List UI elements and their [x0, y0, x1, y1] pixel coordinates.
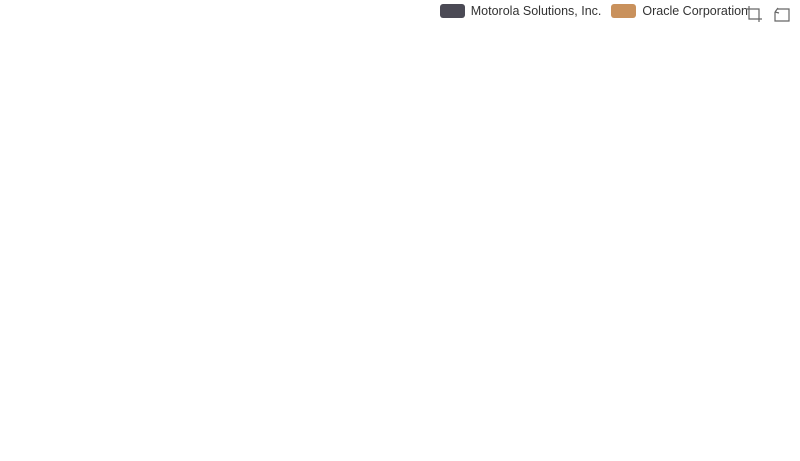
- slider-handle-left[interactable]: [99, 411, 107, 433]
- chart-legend: Motorola Solutions, Inc. Oracle Corporat…: [439, 4, 748, 18]
- legend-item-oracle[interactable]: Oracle Corporation: [611, 4, 748, 18]
- zoom-icon[interactable]: [745, 5, 763, 23]
- slider-handle-right[interactable]: [778, 411, 786, 433]
- bar-motorola-2015[interactable]: [162, 275, 184, 318]
- bar-oracle-2021[interactable]: [558, 205, 580, 318]
- data-zoom-slider[interactable]: |||: [99, 401, 786, 438]
- y-tick-label: 12B: [71, 139, 92, 153]
- legend-label-motorola: Motorola Solutions, Inc.: [470, 4, 602, 18]
- bar-oracle-2017[interactable]: [311, 211, 333, 318]
- y-tick-label: 9B: [77, 182, 92, 196]
- watermark-logo: [346, 179, 438, 271]
- bar-motorola-2018[interactable]: [348, 262, 370, 318]
- restore-icon[interactable]: [773, 5, 791, 23]
- legend-swatch-oracle: [611, 4, 637, 18]
- bar-motorola-2020[interactable]: [471, 263, 493, 318]
- y-tick-label: 3B: [77, 268, 92, 282]
- y-axis-title: Cost of Revenue: [39, 145, 53, 235]
- bar-oracle-2016[interactable]: [249, 211, 271, 318]
- bar-motorola-2016[interactable]: [224, 272, 246, 318]
- bar-oracle-2020[interactable]: [496, 204, 518, 318]
- legend-item-motorola[interactable]: Motorola Solutions, Inc.: [439, 4, 602, 18]
- bar-oracle-2015[interactable]: [187, 210, 209, 318]
- y-tick-label: 15B: [71, 96, 92, 110]
- x-tick-label: 2019: [420, 322, 447, 336]
- bar-motorola-2022[interactable]: [595, 248, 617, 318]
- y-tick-label: 6B: [77, 225, 92, 239]
- bar-oracle-2023[interactable]: [682, 123, 704, 319]
- slider-grip-icon[interactable]: |||: [440, 403, 445, 409]
- bar-motorola-2019[interactable]: [410, 261, 432, 318]
- x-tick-label: 2021: [543, 322, 570, 336]
- legend-swatch-motorola: [439, 4, 465, 18]
- legend-label-oracle: Oracle Corporation: [642, 4, 748, 18]
- bar-motorola-2014[interactable]: [101, 274, 122, 318]
- bar-motorola-2021[interactable]: [533, 258, 555, 318]
- slider-preview-area: [103, 412, 716, 437]
- bar-oracle-2014[interactable]: [126, 214, 147, 318]
- chart-toolbox: [745, 5, 791, 23]
- slider-track: [102, 401, 783, 438]
- x-tick-label: 2023: [667, 322, 694, 336]
- slider-top-bar[interactable]: [103, 402, 782, 408]
- bar-oracle-2022[interactable]: [620, 190, 642, 318]
- x-axis-title: Year: [427, 363, 452, 377]
- bar-motorola-2017[interactable]: [286, 269, 308, 318]
- bar-oracle-2024[interactable]: [744, 101, 766, 318]
- y-tick-label: 18B: [71, 53, 92, 67]
- bar-oracle-2018[interactable]: [373, 203, 395, 318]
- x-tick-label: 2015: [172, 322, 199, 336]
- bar-oracle-2019[interactable]: [435, 203, 457, 318]
- y-tick-label: 0: [85, 311, 92, 325]
- x-tick-label: 2017: [296, 322, 323, 336]
- bar-motorola-2023[interactable]: [657, 246, 679, 318]
